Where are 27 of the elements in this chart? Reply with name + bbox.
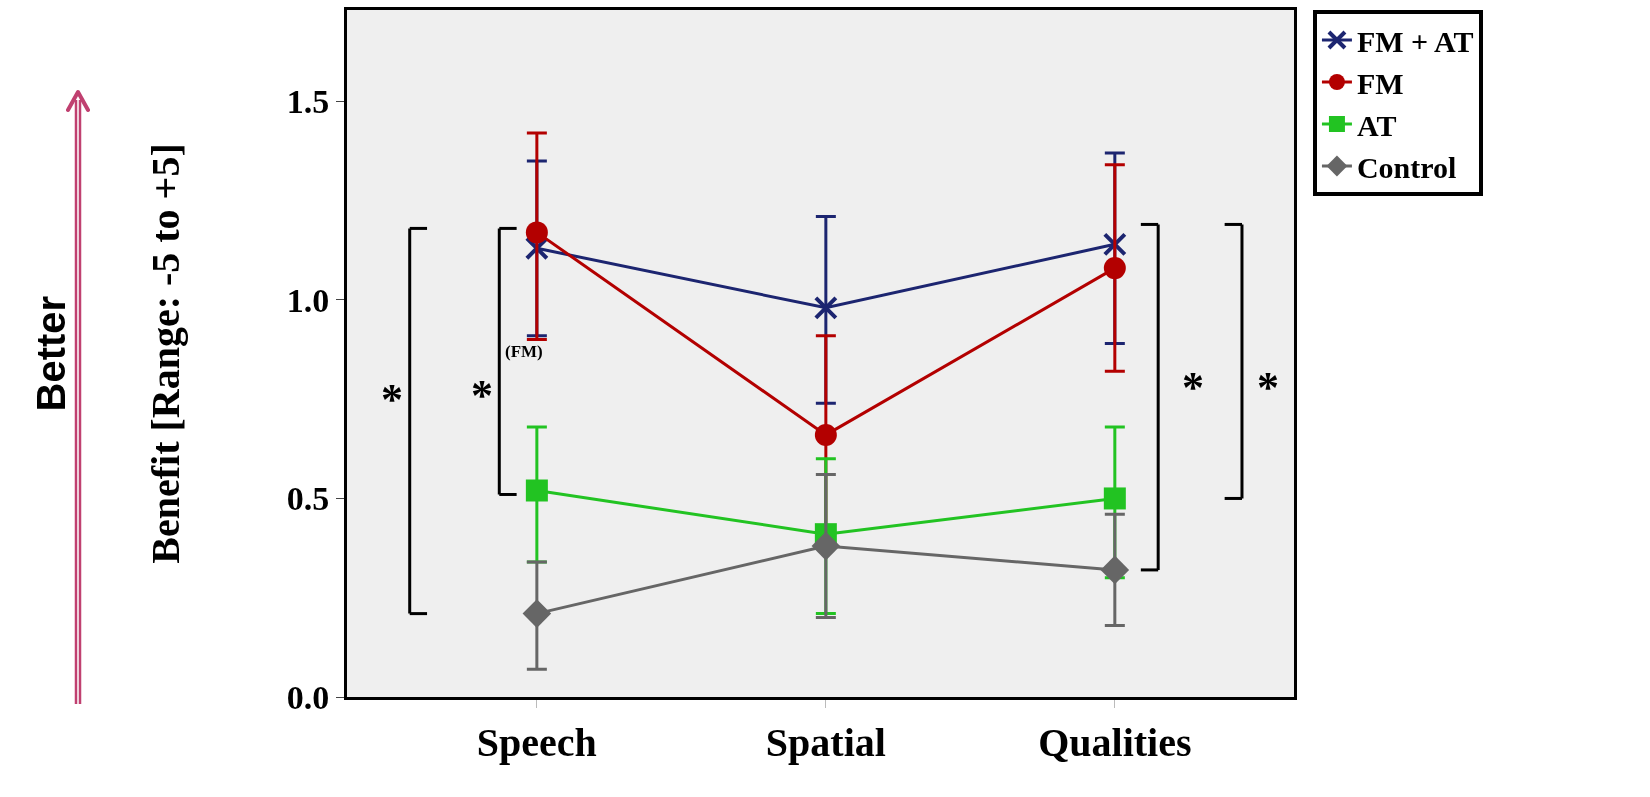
y-tick-label: 1.5: [286, 83, 330, 121]
annotation: *: [381, 375, 403, 424]
x-tick-label: Qualities: [1038, 720, 1192, 765]
x-tick-label: Spatial: [765, 720, 886, 765]
annotation: *: [1257, 363, 1279, 412]
y-tick-label: 0.5: [286, 480, 330, 518]
x-tick-label: Speech: [476, 720, 597, 765]
point: [525, 479, 548, 502]
annotation: *: [1182, 363, 1204, 412]
point: [525, 221, 548, 244]
legend-label: FM: [1356, 66, 1404, 100]
legend-label: AT: [1356, 108, 1397, 142]
legend-label: FM + AT: [1356, 24, 1474, 58]
point: [1103, 257, 1126, 280]
point: [811, 531, 841, 561]
point: [1103, 487, 1126, 510]
point: [813, 295, 838, 320]
annotation: (FM): [505, 342, 543, 361]
y-tick-label: 1.0: [286, 281, 330, 319]
point: [522, 599, 552, 628]
text: Better: [29, 295, 74, 412]
y-axis-title: Benefit [Range: -5 to +5]: [143, 143, 189, 564]
annotation: *: [471, 371, 493, 420]
legend-label: Control: [1356, 150, 1457, 184]
y-tick-label: 0.0: [286, 678, 330, 716]
point: [814, 423, 837, 446]
point: [1100, 555, 1130, 585]
